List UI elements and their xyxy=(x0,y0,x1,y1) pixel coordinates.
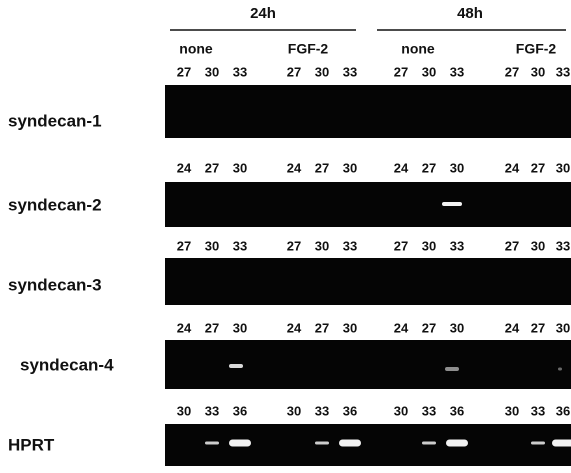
lane-label: 30 xyxy=(315,64,329,79)
band xyxy=(442,202,462,206)
lane-label: 33 xyxy=(315,403,329,418)
lane-label: 24 xyxy=(177,320,192,335)
lane-label: 27 xyxy=(422,320,436,335)
lane-label: 30 xyxy=(556,160,570,175)
lane-label: 36 xyxy=(556,403,570,418)
row-label: syndecan-2 xyxy=(8,195,102,214)
lane-label: 36 xyxy=(233,403,247,418)
band xyxy=(446,440,468,447)
treatment-label: none xyxy=(401,41,435,57)
timepoint-label: 48h xyxy=(457,5,483,22)
row-label: HPRT xyxy=(8,435,55,454)
timepoint-label: 24h xyxy=(250,5,276,22)
lane-label: 30 xyxy=(343,320,357,335)
lane-label: 33 xyxy=(531,403,545,418)
lane-label: 27 xyxy=(531,160,545,175)
lane-label: 24 xyxy=(505,160,520,175)
lane-label: 27 xyxy=(531,320,545,335)
lane-label: 24 xyxy=(177,160,192,175)
lane-label: 30 xyxy=(205,64,219,79)
lane-label: 30 xyxy=(233,160,247,175)
band xyxy=(445,367,459,371)
gel-strip xyxy=(165,182,571,227)
lane-label: 30 xyxy=(394,403,408,418)
band xyxy=(422,442,436,445)
treatment-label: FGF-2 xyxy=(516,41,557,57)
lane-label: 24 xyxy=(394,160,409,175)
lane-label: 33 xyxy=(450,64,464,79)
lane-label: 27 xyxy=(505,64,519,79)
lane-label: 27 xyxy=(505,238,519,253)
lane-label: 33 xyxy=(556,64,570,79)
lane-label: 33 xyxy=(343,238,357,253)
row-label: syndecan-3 xyxy=(8,275,102,294)
lane-label: 27 xyxy=(422,160,436,175)
lane-label: 36 xyxy=(343,403,357,418)
lane-label: 30 xyxy=(505,403,519,418)
lane-label: 27 xyxy=(205,160,219,175)
treatment-label: none xyxy=(179,41,213,57)
lane-label: 33 xyxy=(233,64,247,79)
lane-label: 33 xyxy=(450,238,464,253)
lane-label: 33 xyxy=(343,64,357,79)
lane-label: 27 xyxy=(287,238,301,253)
gel-strip xyxy=(165,340,571,389)
lane-label: 30 xyxy=(531,64,545,79)
lane-label: 30 xyxy=(205,238,219,253)
lane-label: 30 xyxy=(450,160,464,175)
lane-label: 27 xyxy=(205,320,219,335)
band xyxy=(229,364,243,368)
lane-label: 36 xyxy=(450,403,464,418)
row-label: syndecan-4 xyxy=(20,355,114,374)
lane-label: 33 xyxy=(556,238,570,253)
lane-label: 27 xyxy=(315,160,329,175)
lane-label: 27 xyxy=(287,64,301,79)
lane-label: 27 xyxy=(394,64,408,79)
gel-figure: 24h none FGF-2 48h none FGF-2 syndecan-1 27 30 33… xyxy=(0,0,571,468)
band xyxy=(531,442,545,445)
lane-label: 33 xyxy=(422,403,436,418)
lane-label: 24 xyxy=(287,160,302,175)
lane-label: 33 xyxy=(205,403,219,418)
lane-label: 27 xyxy=(177,238,191,253)
treatment-label: FGF-2 xyxy=(288,41,329,57)
lane-label: 27 xyxy=(394,238,408,253)
gel-strip xyxy=(165,424,571,466)
lane-label: 30 xyxy=(287,403,301,418)
gel-strip xyxy=(165,85,571,138)
lane-label: 33 xyxy=(233,238,247,253)
lane-label: 30 xyxy=(422,238,436,253)
lane-label: 30 xyxy=(450,320,464,335)
band xyxy=(339,440,361,447)
band xyxy=(552,440,571,447)
lane-label: 30 xyxy=(233,320,247,335)
band xyxy=(558,368,562,371)
lane-label: 30 xyxy=(343,160,357,175)
lane-label: 27 xyxy=(315,320,329,335)
lane-label: 30 xyxy=(315,238,329,253)
lane-label: 27 xyxy=(177,64,191,79)
lane-label: 24 xyxy=(287,320,302,335)
gel-strip xyxy=(165,258,571,305)
band xyxy=(229,440,251,447)
lane-label: 24 xyxy=(394,320,409,335)
lane-label: 30 xyxy=(177,403,191,418)
row-label: syndecan-1 xyxy=(8,111,102,130)
lane-label: 30 xyxy=(556,320,570,335)
lane-label: 24 xyxy=(505,320,520,335)
lane-label: 30 xyxy=(531,238,545,253)
band xyxy=(315,442,329,445)
lane-label: 30 xyxy=(422,64,436,79)
band xyxy=(205,442,219,445)
